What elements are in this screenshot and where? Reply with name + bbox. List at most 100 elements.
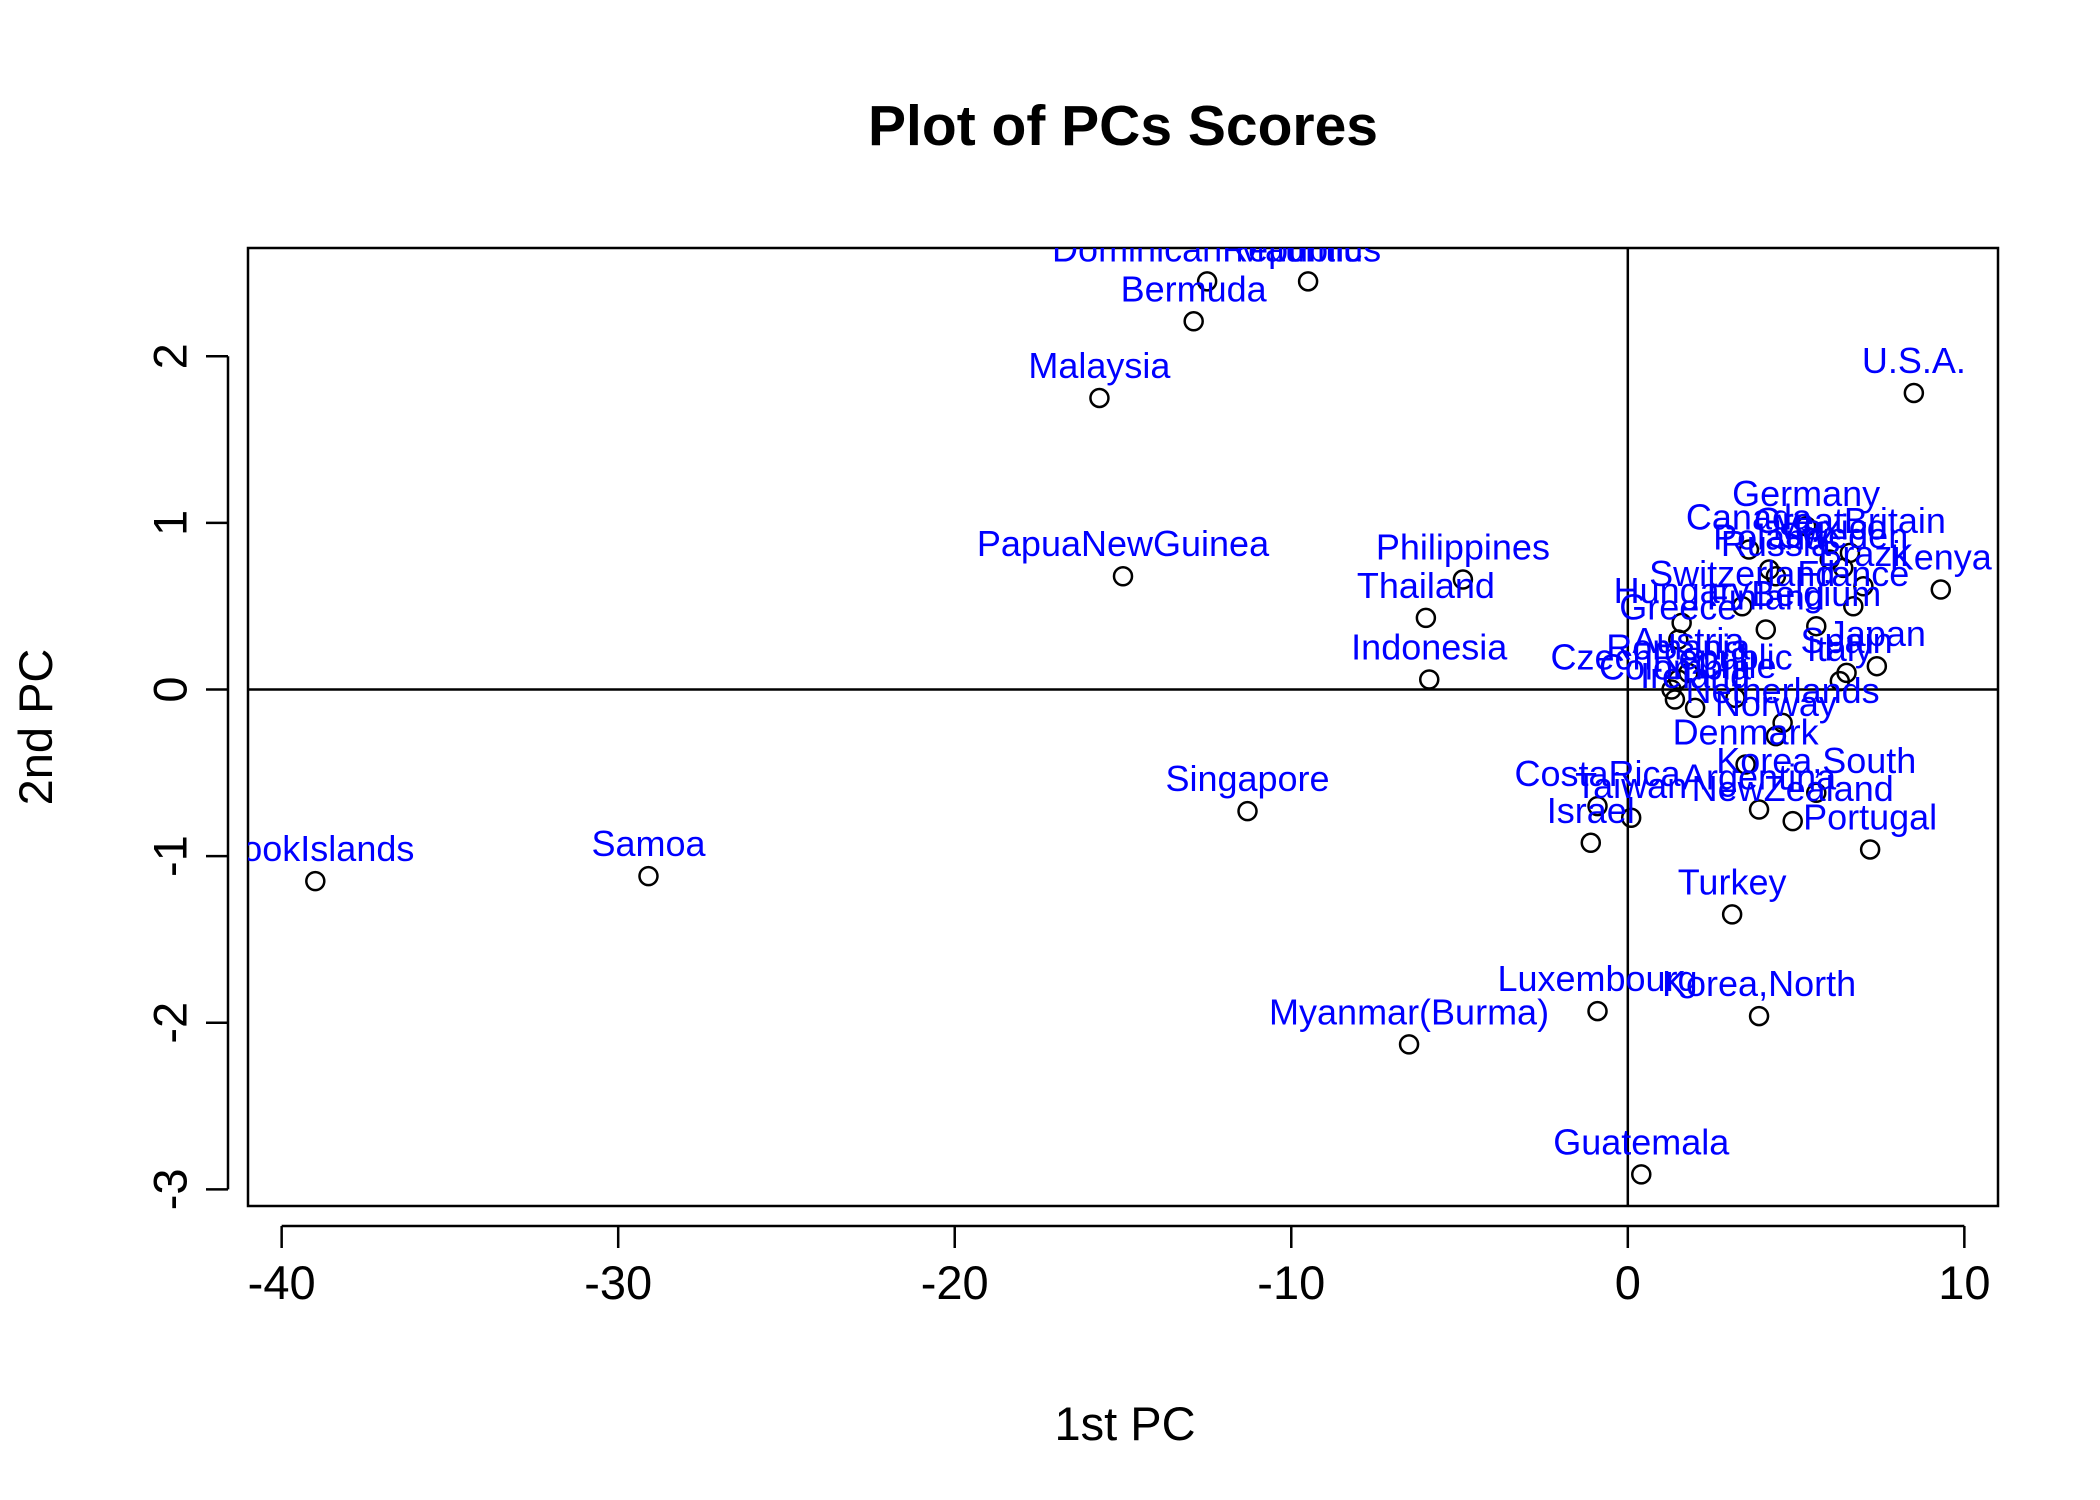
y-axis-label: 2nd PC: [9, 649, 62, 806]
data-points: [305, 271, 1952, 1185]
x-tick-label: 0: [1615, 1256, 1641, 1309]
data-point: [638, 865, 659, 887]
data-point: [1930, 579, 1952, 600]
point-label: Hungary: [1614, 570, 1750, 611]
data-point: [1452, 569, 1474, 590]
point-label: Turkey: [1678, 861, 1787, 902]
point-label: Philippines: [1376, 527, 1550, 568]
data-point: [1782, 810, 1803, 832]
data-point: [1829, 670, 1851, 692]
point-label: Italy: [1807, 628, 1873, 669]
data-point: [1671, 612, 1692, 634]
data-point: [1731, 595, 1753, 617]
y-tick-label: 0: [144, 676, 197, 702]
data-point: [1684, 697, 1706, 719]
point-label: Norway: [1715, 683, 1837, 724]
data-point: [1772, 712, 1793, 734]
y-tick-label: -1: [144, 835, 197, 877]
data-point: [1419, 669, 1440, 690]
x-tick-label: -20: [921, 1256, 989, 1309]
data-point: [1735, 754, 1756, 775]
point-labels: CookIslands Samoa Singapore PapuaNewGuinea M…: [216, 228, 1993, 1162]
data-point: [1398, 1034, 1420, 1055]
point-label: Romania: [1606, 627, 1751, 668]
point-label: Belgium: [1751, 573, 1881, 614]
data-point: [1853, 575, 1874, 597]
point-label: Brazil: [1818, 533, 1908, 574]
point-label: Spain: [1801, 620, 1893, 661]
data-point: [1721, 904, 1743, 925]
data-point: [1795, 515, 1817, 537]
data-point: [1580, 832, 1602, 854]
point-label: CzechRepublic: [1550, 637, 1792, 678]
y-axis: -3 -2 -1 0 1 2: [144, 343, 230, 1210]
x-tick-label: -30: [584, 1256, 652, 1309]
data-point: [1738, 539, 1760, 560]
reference-lines: [248, 248, 1998, 1206]
data-point: [1806, 615, 1827, 637]
y-tick-label: 1: [144, 510, 197, 536]
point-label: Switzerland: [1649, 553, 1835, 594]
point-label: Portugal: [1803, 796, 1937, 837]
data-point: [1903, 382, 1925, 404]
data-point: [1631, 1164, 1652, 1185]
point-label: Argentina: [1682, 756, 1837, 797]
point-label: Thailand: [1357, 565, 1495, 606]
x-axis-label: 1st PC: [1054, 1397, 1195, 1450]
point-label: Samoa: [591, 823, 706, 864]
data-point: [1587, 1000, 1608, 1022]
x-tick-label: 10: [1938, 1256, 1990, 1309]
data-point: [1748, 799, 1770, 820]
data-point: [1758, 559, 1780, 580]
point-label: Netherlands: [1686, 670, 1880, 711]
point-label: PapuaNewGuinea: [977, 523, 1270, 564]
point-label: DominicanRepublic: [1052, 228, 1362, 269]
plot-frame: [246, 246, 2000, 1208]
point-label: Malaysia: [1028, 345, 1171, 386]
data-point: [1620, 807, 1642, 829]
point-label: Israel: [1547, 790, 1635, 831]
data-point: [1587, 795, 1608, 817]
data-point: [1668, 669, 1689, 690]
point-label: GreatBritain: [1754, 500, 1946, 541]
data-point: [1661, 679, 1682, 700]
data-point: [1832, 557, 1854, 579]
chart-title: Plot of PCs Scores: [868, 94, 1378, 158]
point-label: Mauritius: [1235, 228, 1381, 269]
point-label: Bermuda: [1121, 268, 1268, 309]
point-label: Guatemala: [1553, 1121, 1730, 1162]
y-tick-label: 2: [144, 343, 197, 369]
data-point: [1866, 655, 1888, 677]
point-label: Indonesia: [1351, 627, 1508, 668]
point-label: Greece: [1619, 587, 1737, 628]
data-point: [1196, 271, 1218, 292]
data-point: [1297, 271, 1319, 292]
point-label: Ireland: [1640, 655, 1750, 696]
data-point: [1755, 619, 1777, 640]
point-label: NewZealand: [1692, 768, 1894, 809]
x-tick-label: -40: [248, 1256, 316, 1309]
point-label: Denmark: [1673, 711, 1820, 752]
point-label: Myanmar(Burma): [1269, 991, 1549, 1032]
point-label: U.S.A.: [1862, 340, 1966, 381]
data-point: [305, 870, 326, 892]
point-label: Luxembourg: [1497, 958, 1697, 999]
point-label: Sweden: [1778, 515, 1908, 556]
point-label: Japan: [1828, 613, 1926, 654]
point-label: Korea,South: [1716, 740, 1916, 781]
point-label: Germany: [1732, 473, 1880, 514]
point-label: France: [1797, 553, 1909, 594]
point-label: Chile: [1694, 645, 1776, 686]
point-label: Canada: [1686, 497, 1813, 538]
data-point: [1237, 800, 1258, 822]
data-point: [1765, 565, 1787, 587]
point-label: CookIslands: [216, 828, 414, 869]
data-point: [1678, 662, 1699, 684]
x-axis: -40 -30 -20 -10 0 10: [248, 1224, 1990, 1309]
y-tick-label: -3: [144, 1168, 197, 1210]
point-label: Poland: [1713, 517, 1825, 558]
data-point: [1089, 387, 1110, 409]
data-point: [1806, 782, 1827, 804]
data-point: [1843, 595, 1864, 617]
